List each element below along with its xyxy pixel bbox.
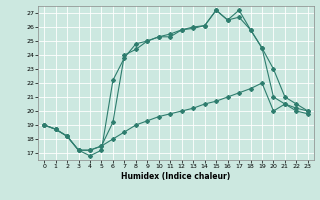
X-axis label: Humidex (Indice chaleur): Humidex (Indice chaleur) — [121, 172, 231, 181]
